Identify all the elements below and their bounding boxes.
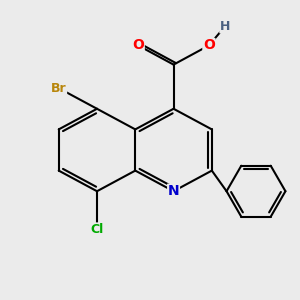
Text: Br: Br (51, 82, 67, 95)
Text: Cl: Cl (90, 223, 104, 236)
Text: H: H (220, 20, 230, 33)
Text: N: N (168, 184, 179, 198)
Text: O: O (132, 38, 144, 52)
Text: O: O (203, 38, 215, 52)
